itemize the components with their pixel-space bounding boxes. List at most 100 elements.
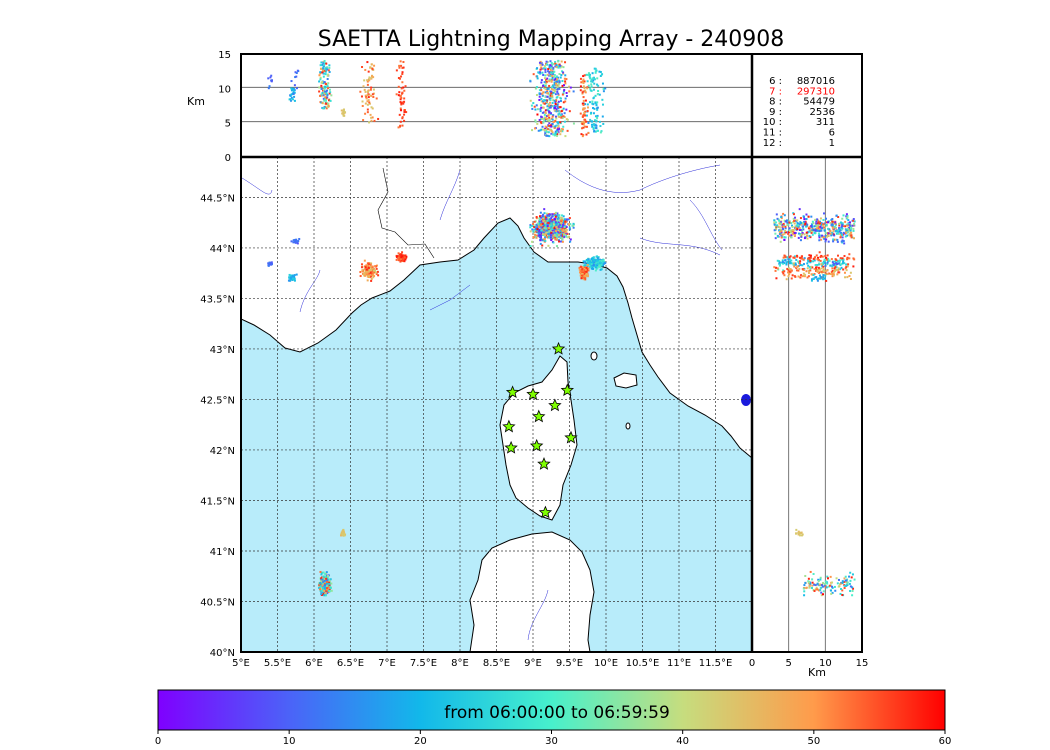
source-point <box>797 265 800 268</box>
source-point <box>592 97 595 100</box>
source-point <box>785 278 788 281</box>
mainland-land <box>241 157 752 459</box>
source-point <box>844 575 847 578</box>
source-point <box>565 220 568 223</box>
source-point <box>844 220 847 223</box>
source-point <box>784 259 787 262</box>
source-point <box>540 229 543 232</box>
source-point <box>320 71 323 74</box>
source-point <box>330 589 333 592</box>
source-point <box>323 106 326 109</box>
source-point <box>325 582 328 585</box>
source-point <box>549 99 552 102</box>
source-point <box>831 591 834 594</box>
source-point <box>823 212 826 215</box>
source-point <box>833 267 836 270</box>
source-point <box>818 583 821 586</box>
source-point <box>850 231 853 234</box>
source-point <box>558 63 561 66</box>
source-point <box>814 268 817 271</box>
source-point <box>593 129 596 132</box>
source-point <box>543 111 546 114</box>
source-point <box>529 99 532 102</box>
source-point <box>592 88 595 91</box>
source-point <box>398 66 401 69</box>
source-point <box>790 259 793 262</box>
source-point <box>557 124 560 127</box>
source-point <box>320 584 323 587</box>
source-point <box>816 218 819 221</box>
source-point <box>803 216 806 219</box>
source-point <box>328 64 331 67</box>
source-point <box>562 90 565 93</box>
source-point <box>539 230 542 233</box>
source-point <box>849 221 852 224</box>
source-point <box>839 229 842 232</box>
source-point <box>541 63 544 66</box>
source-point <box>565 225 568 228</box>
source-point <box>592 267 595 270</box>
source-point <box>323 81 326 84</box>
source-point <box>367 263 370 266</box>
source-point <box>826 582 829 585</box>
source-point <box>365 264 368 267</box>
source-point <box>548 65 551 68</box>
source-point <box>831 275 834 278</box>
source-point <box>368 93 371 96</box>
source-point <box>534 108 537 111</box>
source-point <box>569 86 572 89</box>
source-point <box>780 236 783 239</box>
y-tick-label: 44°N <box>210 244 235 255</box>
source-point <box>363 271 366 274</box>
source-point <box>582 274 585 277</box>
source-point <box>324 90 327 93</box>
source-point <box>807 257 810 260</box>
source-point <box>549 128 552 131</box>
station-marker <box>560 383 574 397</box>
source-point <box>545 231 548 234</box>
source-point <box>543 227 546 230</box>
source-point <box>790 231 793 234</box>
source-point <box>582 85 585 88</box>
source-point <box>601 115 604 118</box>
source-point <box>372 269 375 272</box>
source-point <box>540 81 543 84</box>
source-point <box>403 260 406 263</box>
source-point <box>836 263 839 266</box>
source-point <box>572 222 575 225</box>
source-point <box>557 228 560 231</box>
source-point <box>545 116 548 119</box>
source-point <box>400 254 403 257</box>
source-point <box>540 122 543 125</box>
x-tick-label: 9°E <box>524 658 542 669</box>
source-point <box>544 235 547 238</box>
source-point <box>807 577 810 580</box>
source-point <box>846 231 849 234</box>
source-point <box>323 579 326 582</box>
source-point <box>558 229 561 232</box>
source-point <box>599 125 602 128</box>
source-point <box>593 119 596 122</box>
source-point <box>559 76 562 79</box>
source-point <box>327 102 330 105</box>
source-point <box>290 87 293 90</box>
source-point <box>375 267 378 270</box>
source-point <box>535 236 538 239</box>
chart-title: SAETTA Lightning Mapping Array - 240908 <box>318 27 785 52</box>
source-point <box>292 241 295 244</box>
station-count-n: 10 : <box>763 117 782 128</box>
source-point <box>328 582 331 585</box>
source-point <box>403 100 406 103</box>
source-point <box>830 271 833 274</box>
source-point <box>592 77 595 80</box>
source-point <box>828 272 831 275</box>
source-point <box>554 229 557 232</box>
source-point <box>374 269 377 272</box>
source-point <box>826 235 829 238</box>
source-point <box>841 262 844 265</box>
source-point <box>831 220 834 223</box>
source-point <box>849 271 852 274</box>
source-point <box>372 271 375 274</box>
capraia-island <box>590 351 598 361</box>
